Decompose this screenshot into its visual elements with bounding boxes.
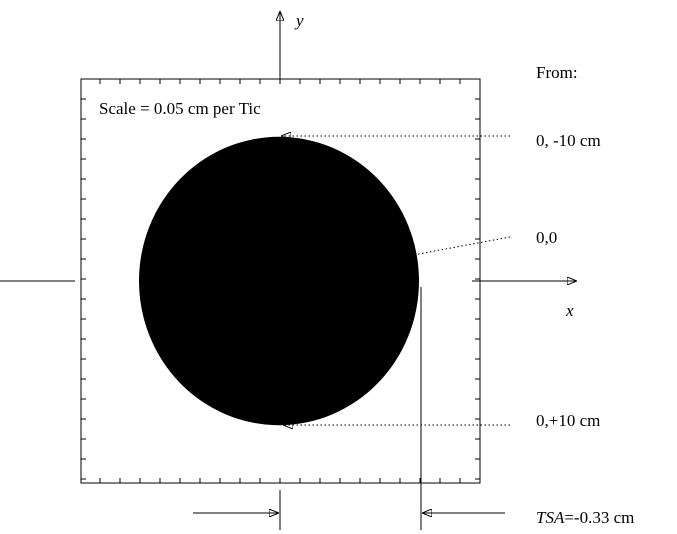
scale-note: Scale = 0.05 cm per Tic: [99, 99, 261, 118]
dotted-circles: [139, 136, 419, 426]
tick-marks: [81, 79, 480, 483]
legend-item: 0,+10 cm: [536, 411, 600, 430]
legend-item: 0, -10 cm: [536, 131, 601, 150]
x-axis-label: x: [565, 301, 574, 320]
legend-item: 0,0: [536, 228, 557, 247]
y-axis-label: y: [294, 11, 304, 30]
legend-heading: From:: [536, 63, 578, 82]
tsa-label: TSA=-0.33 cm: [536, 508, 634, 527]
dotted-ring: [275, 276, 283, 286]
tsa-symbol: TSA: [536, 508, 565, 527]
tsa-value: =-0.33 cm: [564, 508, 634, 527]
